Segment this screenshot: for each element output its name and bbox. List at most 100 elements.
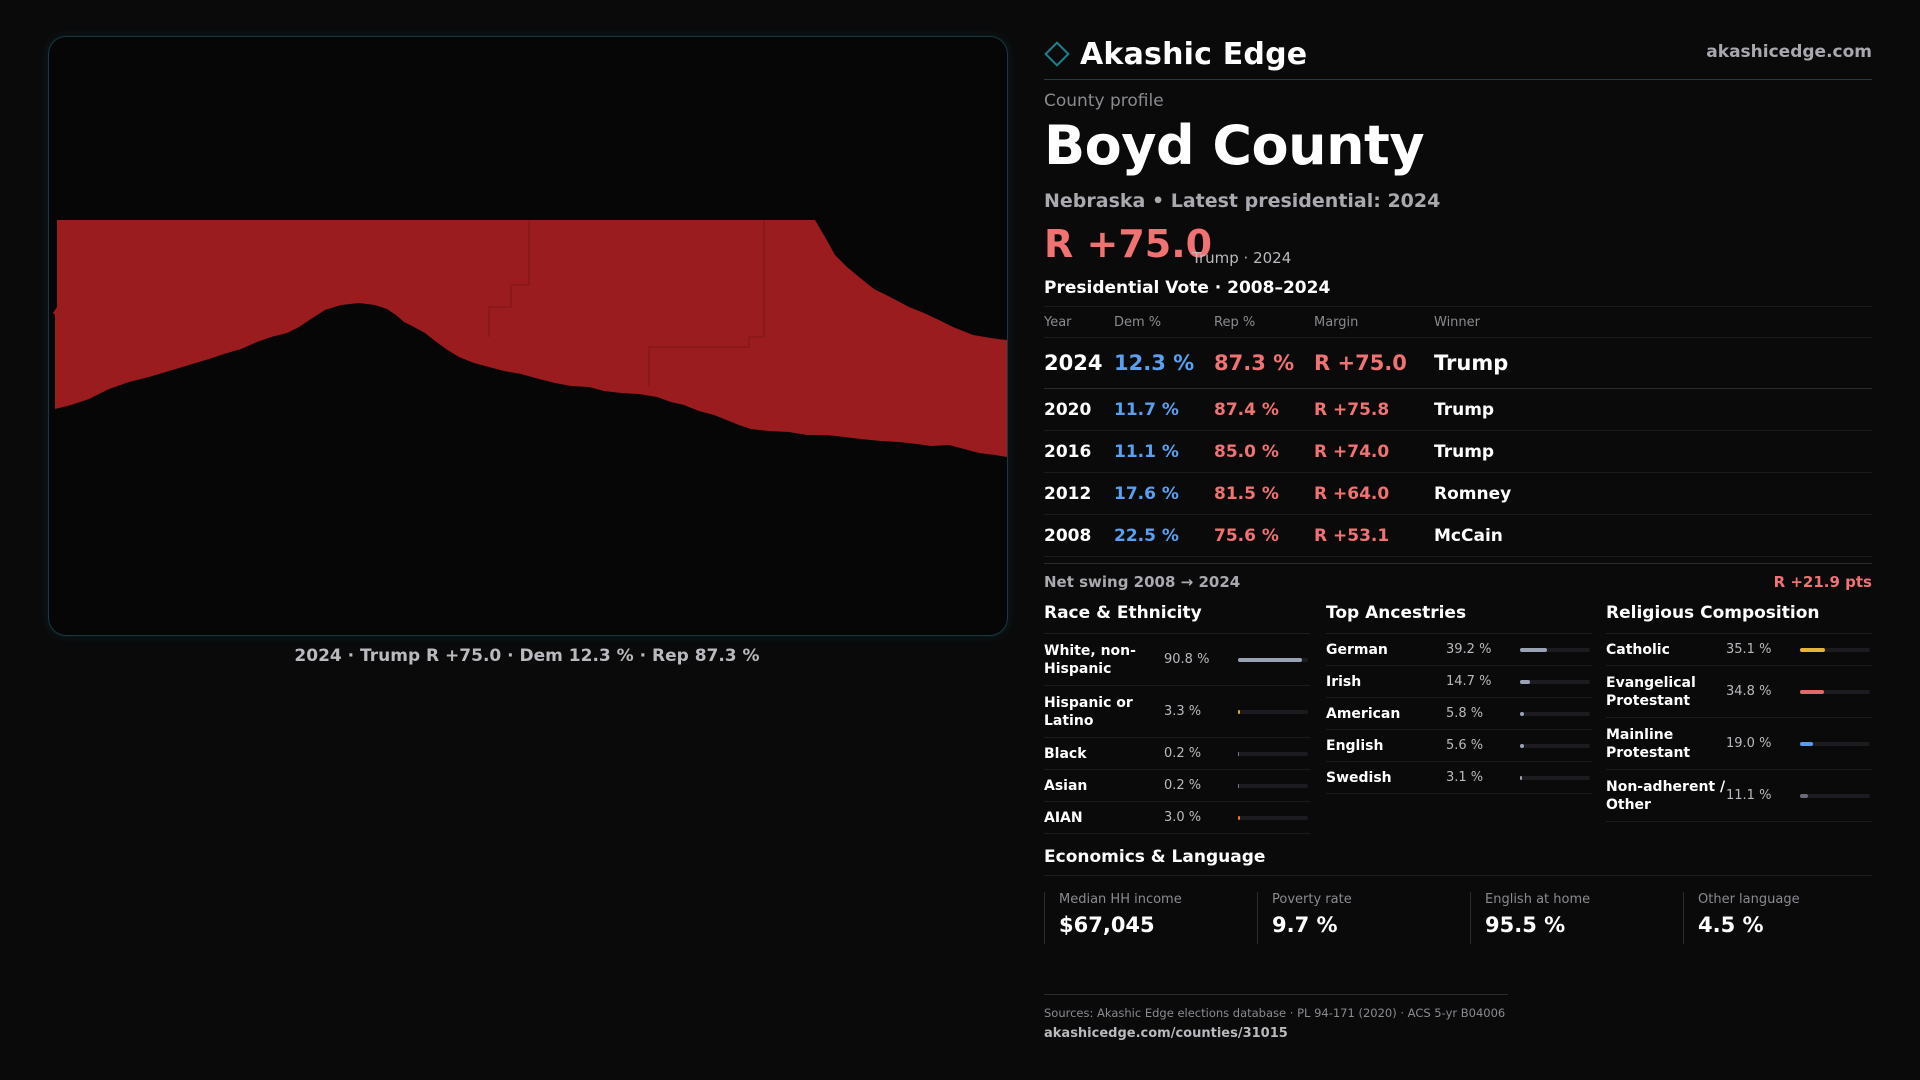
bar-fill — [1800, 741, 1814, 746]
item-value: 5.6 % — [1446, 738, 1484, 753]
stat-value: 95.5 % — [1485, 913, 1566, 937]
list-item: English 5.6 % — [1326, 730, 1592, 762]
bar-fill — [1238, 783, 1240, 788]
vote-table: Year Dem % Rep % Margin Winner 2024 12.3… — [1044, 306, 1872, 557]
bar-fill — [1800, 793, 1808, 798]
cell-margin: R +75.0 — [1314, 337, 1434, 389]
table-row[interactable]: 2008 22.5 % 75.6 % R +53.1 McCain — [1044, 514, 1872, 557]
precinct-boundary — [488, 220, 530, 337]
table-row[interactable]: 2016 11.1 % 85.0 % R +74.0 Trump — [1044, 430, 1872, 473]
cell-margin: R +64.0 — [1314, 472, 1434, 515]
header-year: Year — [1044, 306, 1114, 338]
cell-year: 2008 — [1044, 514, 1114, 557]
net-swing-value: R +21.9 pts — [1773, 573, 1872, 591]
cell-dem: 12.3 % — [1114, 337, 1214, 389]
sources-note: Sources: Akashic Edge elections database… — [1044, 1006, 1506, 1020]
section-title: Top Ancestries — [1326, 603, 1592, 634]
bar-fill — [1520, 679, 1531, 684]
item-bar — [1520, 647, 1590, 652]
cell-rep: 87.3 % — [1214, 337, 1314, 389]
cell-winner: Trump — [1434, 430, 1872, 473]
divider — [1044, 79, 1872, 80]
cell-rep: 81.5 % — [1214, 472, 1314, 515]
bar-fill — [1520, 775, 1523, 780]
bar-fill — [1800, 647, 1825, 652]
item-bar — [1800, 741, 1870, 746]
item-label: English — [1326, 737, 1384, 754]
item-value: 14.7 % — [1446, 674, 1492, 689]
list-item: Evangelical Protestant 34.8 % — [1606, 666, 1872, 718]
header-margin: Margin — [1314, 306, 1434, 338]
vote-table-title: Presidential Vote · 2008–2024 — [1044, 278, 1331, 298]
race-ethnicity-section: Race & Ethnicity White, non-Hispanic 90.… — [1044, 603, 1310, 834]
list-item: Catholic 35.1 % — [1606, 634, 1872, 666]
subtitle: Nebraska • Latest presidential: 2024 — [1044, 190, 1441, 212]
table-row[interactable]: 2012 17.6 % 81.5 % R +64.0 Romney — [1044, 472, 1872, 515]
page-title: Boyd County — [1044, 114, 1425, 177]
item-value: 39.2 % — [1446, 642, 1492, 657]
item-label: Asian — [1044, 777, 1088, 794]
item-value: 11.1 % — [1726, 788, 1772, 803]
cell-year: 2020 — [1044, 388, 1114, 431]
stat-value: 9.7 % — [1272, 913, 1338, 937]
list-item: Black 0.2 % — [1044, 738, 1310, 770]
bar-fill — [1800, 689, 1825, 694]
stat-value: 4.5 % — [1698, 913, 1764, 937]
stat-card-other-language: Other language 4.5 % — [1683, 892, 1881, 944]
item-value: 5.8 % — [1446, 706, 1484, 721]
list-item: AIAN 3.0 % — [1044, 802, 1310, 834]
cell-year: 2024 — [1044, 337, 1114, 389]
brand-name: Akashic Edge — [1080, 36, 1308, 72]
item-label: Black — [1044, 745, 1087, 762]
cell-dem: 11.1 % — [1114, 430, 1214, 473]
section-title: Race & Ethnicity — [1044, 603, 1310, 634]
cell-year: 2016 — [1044, 430, 1114, 473]
divider — [1044, 994, 1508, 995]
header-dem: Dem % — [1114, 306, 1214, 338]
item-bar — [1238, 783, 1308, 788]
stat-card-english: English at home 95.5 % — [1470, 892, 1668, 944]
item-value: 19.0 % — [1726, 736, 1772, 751]
ancestries-section: Top Ancestries German 39.2 % Irish 14.7 … — [1326, 603, 1592, 794]
item-bar — [1520, 775, 1590, 780]
item-label: Evangelical Protestant — [1606, 674, 1696, 709]
item-bar — [1800, 793, 1870, 798]
item-value: 3.1 % — [1446, 770, 1484, 785]
county-shape[interactable] — [53, 220, 1007, 457]
list-item: Hispanic or Latino 3.3 % — [1044, 686, 1310, 738]
list-item: Asian 0.2 % — [1044, 770, 1310, 802]
item-label: Hispanic or Latino — [1044, 694, 1133, 729]
list-item: Irish 14.7 % — [1326, 666, 1592, 698]
bar-fill — [1520, 647, 1548, 652]
cell-margin: R +75.8 — [1314, 388, 1434, 431]
item-bar — [1800, 647, 1870, 652]
header-winner: Winner — [1434, 306, 1872, 338]
item-label: AIAN — [1044, 809, 1083, 826]
county-map-panel[interactable] — [48, 36, 1008, 636]
headline-margin: R +75.0 — [1044, 222, 1213, 266]
stat-label: Other language — [1698, 892, 1800, 907]
county-map[interactable] — [49, 37, 1007, 635]
bar-fill — [1238, 709, 1241, 714]
cell-year: 2012 — [1044, 472, 1114, 515]
bar-fill — [1238, 657, 1302, 662]
item-label: Swedish — [1326, 769, 1392, 786]
county-url-link[interactable]: akashicedge.com/counties/31015 — [1044, 1026, 1288, 1041]
cell-dem: 11.7 % — [1114, 388, 1214, 431]
stat-label: English at home — [1485, 892, 1591, 907]
item-bar — [1238, 709, 1308, 714]
item-label: German — [1326, 641, 1388, 658]
list-item: German 39.2 % — [1326, 634, 1592, 666]
table-row[interactable]: 2024 12.3 % 87.3 % R +75.0 Trump — [1044, 337, 1872, 389]
list-item: Non-adherent / Other 11.1 % — [1606, 770, 1872, 822]
divider — [1044, 875, 1872, 876]
table-row[interactable]: 2020 11.7 % 87.4 % R +75.8 Trump — [1044, 388, 1872, 431]
brand[interactable]: Akashic Edge — [1044, 34, 1307, 74]
list-item: White, non-Hispanic 90.8 % — [1044, 634, 1310, 686]
bar-fill — [1238, 751, 1240, 756]
item-label: Non-adherent / Other — [1606, 778, 1726, 813]
brand-url-link[interactable]: akashicedge.com — [1706, 42, 1872, 62]
stat-card-income: Median HH income $67,045 — [1044, 892, 1242, 944]
item-bar — [1238, 751, 1308, 756]
item-label: Catholic — [1606, 641, 1670, 658]
